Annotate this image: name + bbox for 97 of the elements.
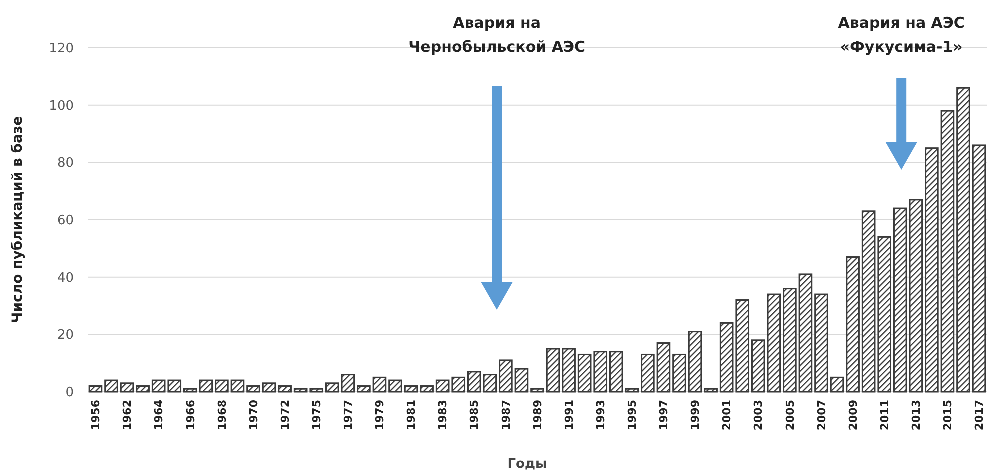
bar xyxy=(767,294,782,393)
bar xyxy=(436,380,450,393)
bar xyxy=(609,351,624,393)
x-tick-label: 1997 xyxy=(658,400,671,431)
bar xyxy=(830,376,844,393)
x-tick-label: 1987 xyxy=(500,400,513,431)
y-tick-label: 80 xyxy=(57,156,74,172)
bar xyxy=(625,388,640,393)
bar xyxy=(893,208,908,393)
y-axis-title: Число публикаций в базе xyxy=(10,116,26,324)
bar xyxy=(278,386,292,393)
x-tick-label: 1979 xyxy=(374,400,387,431)
x-tick-label: 2015 xyxy=(942,400,955,431)
x-tick-label: 1964 xyxy=(152,400,166,431)
x-tick-label: 2011 xyxy=(878,400,892,431)
bar xyxy=(168,380,182,393)
bar xyxy=(972,144,986,393)
bar xyxy=(136,386,150,393)
bar xyxy=(420,386,434,393)
bar xyxy=(783,288,797,393)
bar xyxy=(357,386,371,393)
x-tick-label: 1999 xyxy=(689,400,702,431)
y-tick-label: 100 xyxy=(49,98,74,114)
bar xyxy=(499,360,513,393)
x-tick-label: 1991 xyxy=(562,400,576,431)
bar xyxy=(199,380,214,393)
y-tick-label: 60 xyxy=(57,214,74,229)
bar xyxy=(909,199,924,393)
bar xyxy=(483,374,498,393)
bar xyxy=(594,351,608,393)
bar xyxy=(388,380,402,393)
bar xyxy=(672,354,686,393)
x-tick-label: 2001 xyxy=(720,400,734,431)
bar xyxy=(562,348,576,393)
bar xyxy=(814,294,828,393)
x-tick-label: 1995 xyxy=(626,400,640,431)
bar xyxy=(294,388,308,393)
y-tick-label: 40 xyxy=(57,270,74,286)
bar xyxy=(925,148,939,393)
bar xyxy=(546,348,560,393)
x-tick-label: 1993 xyxy=(594,400,608,431)
x-tick-label: 2009 xyxy=(846,400,860,431)
bar xyxy=(152,380,166,393)
bar xyxy=(325,382,340,393)
bar xyxy=(846,256,860,393)
bar xyxy=(404,386,418,393)
x-tick-label: 1981 xyxy=(405,400,418,431)
y-tick-label: 120 xyxy=(49,42,74,57)
bar xyxy=(467,371,482,393)
x-tick-label: 1956 xyxy=(90,400,103,431)
x-tick-label: 2017 xyxy=(973,400,986,431)
bar xyxy=(341,374,356,393)
bar xyxy=(514,368,529,393)
bar xyxy=(798,274,813,393)
bar xyxy=(578,354,592,393)
annotation: Авария на АЭС «Фукусима-1» xyxy=(838,14,965,56)
bar xyxy=(246,386,260,393)
x-tick-label: 2013 xyxy=(910,400,924,431)
x-tick-label: 1989 xyxy=(531,400,544,431)
bar xyxy=(215,380,229,393)
y-tick-label: 0 xyxy=(66,386,74,401)
x-tick-label: 1983 xyxy=(436,400,450,431)
bar xyxy=(372,376,387,393)
bar xyxy=(530,388,544,393)
bar xyxy=(704,388,718,393)
bar xyxy=(940,110,955,393)
bar xyxy=(452,376,466,393)
bar xyxy=(104,380,118,393)
x-tick-label: 1968 xyxy=(216,400,229,431)
x-tick-label: 2007 xyxy=(815,400,828,431)
bar xyxy=(878,236,892,393)
bar xyxy=(656,342,671,393)
y-tick-label: 20 xyxy=(57,328,74,344)
bar xyxy=(230,380,245,393)
x-tick-label: 1966 xyxy=(184,400,198,431)
bar xyxy=(88,386,103,393)
x-tick-label: 2005 xyxy=(784,400,797,431)
x-tick-label: 1962 xyxy=(121,400,134,431)
bar xyxy=(862,210,876,393)
annotation: Авария на Чернобыльской АЭС xyxy=(408,14,586,56)
x-tick-label: 1970 xyxy=(247,400,260,431)
bar xyxy=(120,382,134,393)
bar xyxy=(310,388,324,393)
bar xyxy=(688,331,702,393)
x-tick-label: 1972 xyxy=(278,400,292,431)
x-tick-label: 1985 xyxy=(468,400,482,431)
bar xyxy=(720,322,734,393)
bar xyxy=(956,87,970,393)
x-tick-label: 1975 xyxy=(310,400,324,431)
x-axis-title: Годы xyxy=(508,457,548,472)
bar xyxy=(641,354,655,393)
x-tick-label: 1977 xyxy=(342,400,356,431)
bar xyxy=(736,300,750,393)
bar xyxy=(751,340,766,393)
bar xyxy=(262,382,276,393)
bar xyxy=(183,388,198,393)
x-tick-label: 2003 xyxy=(752,400,766,431)
